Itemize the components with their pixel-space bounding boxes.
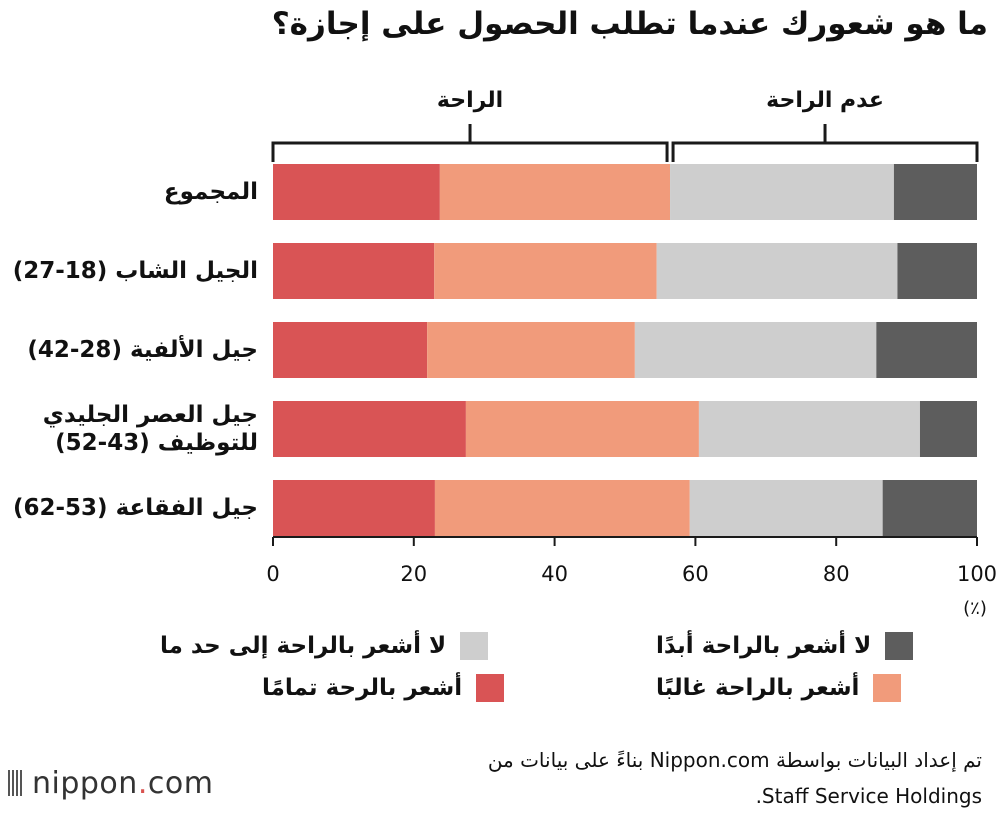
x-tick-label: 40 (541, 562, 568, 586)
bar-segment (273, 401, 466, 457)
category-label-line: الجيل الشاب (18-27) (12, 258, 258, 284)
category-label-line: جيل العصر الجليدي (42, 402, 258, 428)
bar-segment (698, 401, 920, 457)
category-label: المجموع (164, 178, 258, 206)
bracket-discomfort (671, 141, 979, 162)
x-tick-label: 20 (400, 562, 427, 586)
legend-text-often: أشعر بالراحة غالبًا (656, 675, 860, 701)
legend-item-somewhat: لا أشعر بالراحة إلى حد ما (160, 630, 489, 662)
bar-segment (919, 401, 977, 457)
category-label: جيل العصر الجليدي للتوظيف (43-52) (43, 401, 258, 457)
legend-item-very: أشعر بالرحة تمامًا (262, 672, 505, 704)
legend-item-never: لا أشعر بالراحة أبدًا (656, 630, 914, 662)
brand-logo: nippon.com (8, 766, 213, 801)
source-note: تم إعداد البيانات بواسطة Nippon.com بناء… (488, 742, 982, 814)
bar-segment (273, 164, 440, 220)
legend-text-very: أشعر بالرحة تمامًا (262, 675, 463, 701)
source-line-1: تم إعداد البيانات بواسطة Nippon.com بناء… (487, 748, 982, 772)
chart-title: ما هو شعورك عندما تطلب الحصول على إجازة؟ (271, 6, 988, 42)
bar-segment (634, 322, 877, 378)
category-label-line: المجموع (163, 179, 258, 205)
bar-segment (434, 480, 690, 536)
category-label: الجيل الشاب (18-27) (13, 257, 258, 285)
legend-text-never: لا أشعر بالراحة أبدًا (656, 633, 872, 659)
bar-segment (882, 480, 977, 536)
x-tick-label: 60 (682, 562, 709, 586)
bar-segment (434, 243, 657, 299)
group-label-discomfort: عدم الراحة (766, 88, 884, 113)
brand-suffix: com (147, 766, 214, 801)
bracket-comfort (271, 141, 669, 162)
category-label-line: جيل الألفية (28-42) (27, 337, 258, 363)
bar-segment (656, 243, 898, 299)
brand-name: nippon (32, 766, 138, 801)
category-label-line: للتوظيف (43-52) (55, 430, 258, 456)
bar-segment (427, 322, 635, 378)
bar-segment (439, 164, 671, 220)
bar-segment (465, 401, 699, 457)
plot-area: 0 20 40 60 80 100 (٪) (266, 124, 997, 619)
x-unit-label: (٪) (963, 598, 987, 619)
brand-bars-icon (8, 770, 22, 796)
category-label: جيل الألفية (28-42) (27, 336, 258, 364)
bar-segment (876, 322, 977, 378)
bar-segment (893, 164, 977, 220)
legend-swatch-never (885, 632, 914, 660)
group-label-comfort: الراحة (436, 88, 504, 113)
x-tick-label: 0 (266, 562, 279, 586)
source-line-2: Staff Service Holdings. (755, 784, 982, 808)
bar-segment (273, 480, 435, 536)
legend-text-somewhat: لا أشعر بالراحة إلى حد ما (160, 633, 447, 659)
bar-segment (689, 480, 883, 536)
legend-swatch-somewhat (460, 632, 489, 660)
x-tick-label: 80 (823, 562, 850, 586)
category-label: جيل الفقاعة (53-62) (13, 494, 258, 522)
bar-segment (897, 243, 977, 299)
bar-segment (670, 164, 894, 220)
category-label-line: جيل الفقاعة (53-62) (12, 495, 258, 521)
legend-swatch-often (873, 674, 902, 702)
brand-dot: . (137, 766, 148, 801)
bar-segment (273, 322, 428, 378)
bar-segment (273, 243, 435, 299)
x-tick-label: 100 (957, 562, 997, 586)
legend-swatch-very (476, 674, 505, 702)
legend-item-often: أشعر بالراحة غالبًا (656, 672, 902, 704)
